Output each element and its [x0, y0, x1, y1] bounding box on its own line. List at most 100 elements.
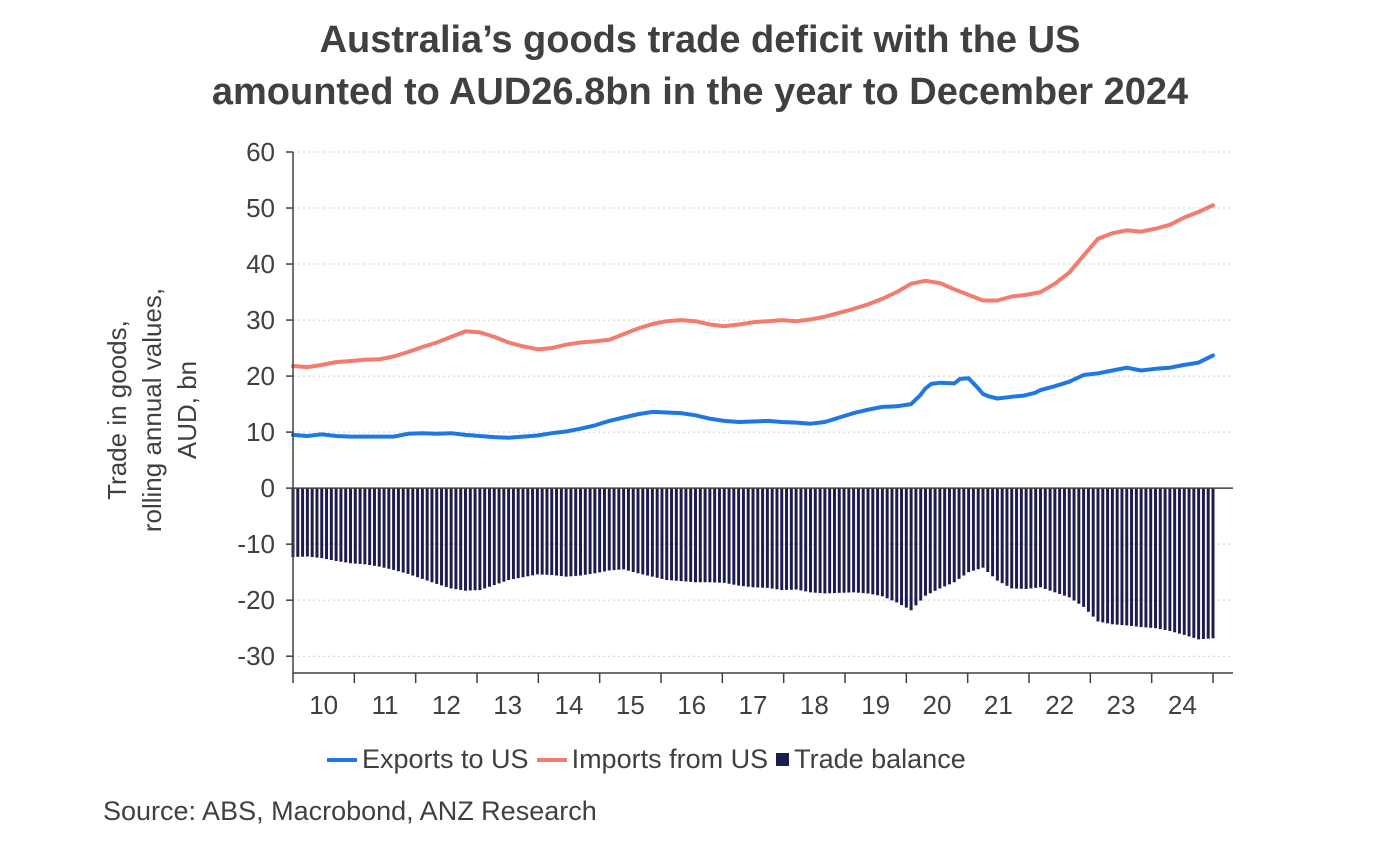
balance-bar: [713, 488, 717, 583]
balance-bar: [962, 488, 966, 576]
x-tick-label: 22: [1045, 690, 1074, 720]
balance-bar: [487, 488, 491, 587]
balance-bar: [329, 488, 333, 561]
balance-bar: [933, 488, 937, 591]
balance-bar: [1000, 488, 1004, 584]
balance-bar: [550, 488, 554, 575]
balance-bar: [516, 488, 520, 579]
balance-bar: [1024, 488, 1028, 589]
legend-label-imports: Imports from US: [571, 744, 769, 774]
balance-bar: [789, 488, 793, 590]
balance-bar: [1010, 488, 1014, 589]
balance-bar: [1072, 488, 1076, 601]
balance-bar: [694, 488, 697, 583]
balance-bar: [617, 488, 621, 570]
balance-bar: [785, 488, 789, 590]
trade-balance-bars: [291, 488, 1215, 640]
balance-bar: [770, 488, 774, 589]
y-tick-labels: 60 50 40 30 20 10 0 -10 -20 -30: [237, 137, 275, 671]
balance-bar: [689, 488, 693, 582]
balance-bar: [1211, 488, 1215, 639]
x-tick-label: 16: [677, 690, 706, 720]
balance-bar: [861, 488, 865, 594]
balance-bar: [655, 488, 659, 578]
chart-title: Australia’s goods trade deficit with the…: [0, 14, 1400, 118]
balance-bar: [813, 488, 817, 593]
x-tick-label: 17: [739, 690, 768, 720]
balance-bar: [986, 488, 990, 572]
balance-bar: [1110, 488, 1114, 625]
balance-bar: [876, 488, 880, 596]
balance-bar: [914, 488, 918, 606]
balance-bar: [377, 488, 381, 567]
balance-bar: [828, 488, 832, 594]
y-axis-label-line: Trade in goods,: [102, 320, 132, 500]
balance-bar: [1058, 488, 1062, 595]
balance-bar: [444, 488, 448, 587]
x-tick-label: 12: [432, 690, 461, 720]
legend: Exports to US Imports from US Trade bala…: [327, 744, 974, 775]
balance-bar: [588, 488, 592, 575]
balance-bar: [1168, 488, 1172, 631]
balance-bar: [1077, 488, 1081, 604]
balance-bar: [852, 488, 856, 593]
balance-bar: [890, 488, 894, 601]
balance-bar: [1182, 488, 1186, 635]
balance-bar: [1173, 488, 1177, 633]
balance-bar: [722, 488, 726, 583]
balance-bar: [622, 488, 626, 570]
balance-bar: [957, 488, 961, 579]
y-tick-label: 30: [246, 305, 275, 335]
balance-bar: [478, 488, 482, 591]
balance-bar: [358, 488, 362, 564]
balance-bar: [1053, 488, 1057, 593]
balance-bar: [464, 488, 467, 591]
balance-bar: [765, 488, 769, 588]
balance-bar: [315, 488, 319, 558]
balance-bar: [473, 488, 477, 591]
axes: [286, 151, 1233, 683]
balance-bar: [641, 488, 645, 575]
balance-bar: [871, 488, 875, 595]
series-lines: [291, 203, 1215, 440]
balance-bar: [900, 488, 904, 606]
balance-bar: [372, 488, 376, 566]
balance-bar: [296, 488, 300, 557]
balance-bar: [947, 488, 951, 585]
y-tick-label: 60: [246, 137, 275, 167]
balance-bar: [670, 488, 674, 581]
balance-bar: [943, 488, 947, 587]
balance-bar: [727, 488, 731, 584]
source-note: Source: ABS, Macrobond, ANZ Research: [103, 796, 597, 826]
y-tick-label: 50: [246, 193, 275, 223]
balance-bar: [775, 488, 779, 590]
legend-swatch-imports: [536, 757, 567, 762]
balance-bar: [885, 488, 889, 599]
balance-bar: [919, 488, 923, 601]
balance-bar: [1115, 488, 1119, 625]
legend-label-balance: Trade balance: [794, 744, 966, 774]
balance-bar: [602, 488, 606, 572]
balance-bar: [555, 488, 559, 576]
balance-bar: [607, 488, 611, 571]
balance-bar: [665, 488, 669, 581]
legend-item-exports: Exports to US: [327, 744, 529, 775]
balance-bar: [971, 488, 975, 571]
balance-bar: [1120, 488, 1124, 626]
balance-bar: [382, 488, 386, 568]
balance-bar: [1134, 488, 1138, 627]
balance-bar: [1019, 488, 1023, 589]
balance-bar: [1197, 488, 1201, 640]
balance-bar: [521, 488, 525, 578]
balance-bar: [612, 488, 616, 571]
balance-bar: [1029, 488, 1033, 589]
title-line-2: amounted to AUD26.8bn in the year to Dec…: [211, 71, 1189, 113]
y-tick-label: -10: [237, 529, 275, 559]
balance-bar: [804, 488, 808, 592]
balance-bar: [924, 488, 927, 596]
balance-bar: [1163, 488, 1167, 631]
balance-bar: [540, 488, 544, 575]
balance-bar: [708, 488, 712, 583]
balance-bar: [847, 488, 851, 593]
